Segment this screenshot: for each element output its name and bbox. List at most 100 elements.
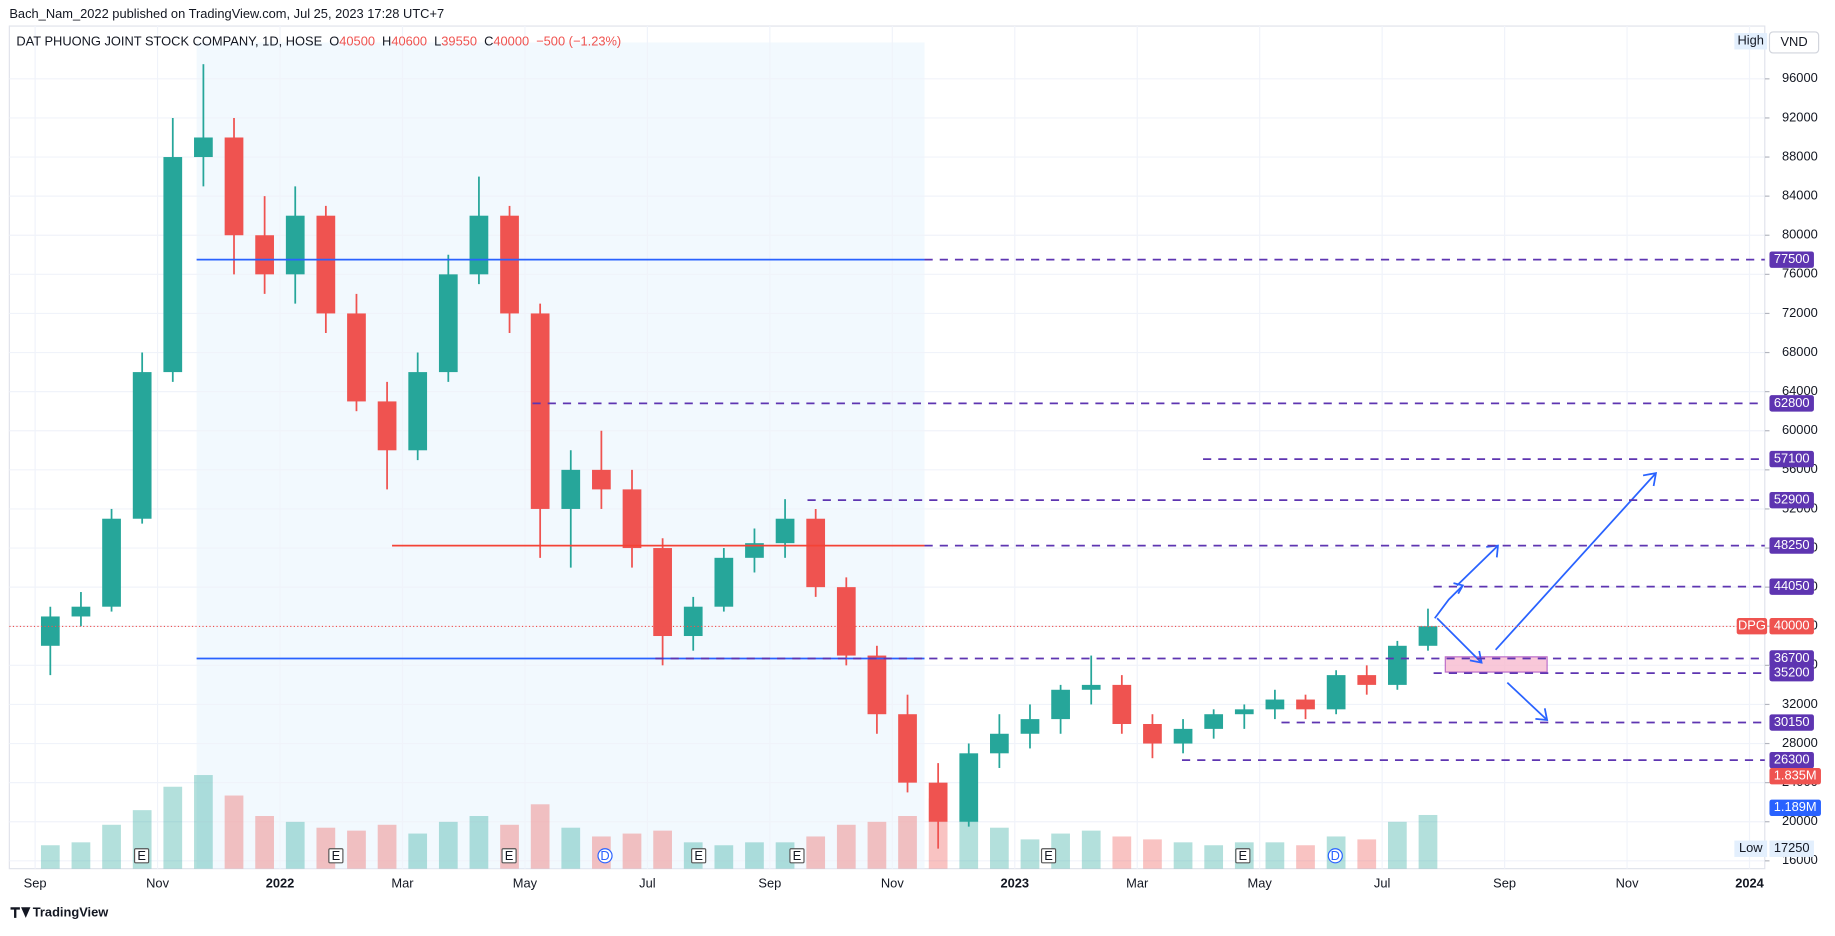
last-price: 40000 xyxy=(1774,618,1810,633)
candle-body xyxy=(71,606,91,617)
candle-body xyxy=(959,753,979,822)
volume-bar xyxy=(622,833,642,869)
y-tick-label: 20000 xyxy=(1782,813,1818,828)
x-tick-label: May xyxy=(513,875,538,890)
volume-bar xyxy=(194,775,213,869)
legend-item: 40000 xyxy=(493,34,529,49)
level-label: 36700 xyxy=(1774,650,1810,665)
candle-body xyxy=(102,518,121,607)
candle-body xyxy=(1020,719,1040,734)
x-tick-label: Jul xyxy=(1374,875,1390,890)
y-tick-label: 96000 xyxy=(1782,70,1818,85)
plot-frame xyxy=(8,25,1766,870)
high-label: High xyxy=(1738,33,1764,48)
volume-bar xyxy=(1143,839,1162,869)
x-tick-label: 2024 xyxy=(1735,875,1764,890)
volume-bar xyxy=(438,821,458,869)
candle-body xyxy=(469,215,489,275)
candle-body xyxy=(1081,684,1101,690)
publisher: Bach_Nam_2022 published on TradingView.c… xyxy=(9,6,444,21)
candle-body xyxy=(561,469,581,509)
currency: VND xyxy=(1780,34,1807,49)
event-label: E xyxy=(694,848,703,863)
low-label: Low xyxy=(1739,840,1763,855)
high-bg xyxy=(1734,33,1768,50)
event-label: E xyxy=(505,848,514,863)
level-badge xyxy=(1769,537,1814,554)
low-value: 17250 xyxy=(1774,840,1810,855)
candle-body xyxy=(745,543,764,558)
candle-body xyxy=(775,518,795,544)
volume-bar xyxy=(1204,845,1224,869)
candle-body xyxy=(1418,626,1438,646)
symbol-badge-bg xyxy=(1736,618,1768,635)
volume-bar xyxy=(1081,830,1101,869)
candle-body xyxy=(1204,714,1224,729)
profile-range xyxy=(196,42,925,869)
candle-body xyxy=(1296,699,1315,710)
level-badge xyxy=(1769,251,1814,268)
y-tick-label: 64000 xyxy=(1782,383,1818,398)
candle-body xyxy=(347,313,366,402)
level-label: 62800 xyxy=(1774,395,1810,410)
x-tick-label: Sep xyxy=(24,875,47,890)
level-label: 30150 xyxy=(1774,714,1810,729)
candle-body xyxy=(285,215,305,275)
volume-bar xyxy=(1357,839,1377,869)
volume-bar xyxy=(530,804,550,869)
last-price-bg xyxy=(1769,618,1814,635)
volume-bar xyxy=(40,845,60,869)
x-tick-label: Nov xyxy=(881,875,904,890)
volume-bar xyxy=(1418,814,1438,869)
footer: TradingView xyxy=(33,905,110,920)
volume-bar xyxy=(561,827,581,869)
volume-last: 1.835M xyxy=(1774,768,1817,783)
y-tick-label: 68000 xyxy=(1782,344,1818,359)
y-tick-label: 80000 xyxy=(1782,227,1818,242)
volume-bar xyxy=(102,824,121,869)
volume-bar xyxy=(1020,839,1040,869)
candle-body xyxy=(438,274,458,373)
y-tick-label: 88000 xyxy=(1782,148,1818,163)
event-label: E xyxy=(793,848,802,863)
volume-bar xyxy=(469,815,489,869)
event-earnings xyxy=(789,848,805,864)
x-tick-label: 2023 xyxy=(1000,875,1029,890)
event-label: E xyxy=(1044,848,1053,863)
candle-body xyxy=(1112,684,1132,724)
candle-body xyxy=(898,714,917,783)
legend-item: H xyxy=(382,34,391,49)
candle-body xyxy=(1265,699,1285,710)
event-earnings xyxy=(1040,848,1057,864)
symbol: DAT PHUONG JOINT STOCK COMPANY, 1D, HOSE… xyxy=(16,34,621,49)
candle-body xyxy=(40,616,60,646)
candle-body xyxy=(867,655,887,715)
volume-bar xyxy=(990,827,1009,869)
volume-bar xyxy=(836,824,856,869)
level-label: 77500 xyxy=(1774,251,1810,266)
candle-body xyxy=(1326,675,1346,710)
level-label: 57100 xyxy=(1774,450,1810,465)
event-label: E xyxy=(332,848,341,863)
y-tick-label: 84000 xyxy=(1782,188,1818,203)
x-tick-label: Mar xyxy=(391,875,414,890)
legend-item: 40600 xyxy=(391,34,427,49)
y-tick-label: 72000 xyxy=(1782,305,1818,320)
volume-bar xyxy=(1173,842,1193,869)
volume-bar xyxy=(285,821,305,869)
candle-body xyxy=(928,782,948,822)
event-earnings xyxy=(1235,848,1251,864)
candle-body xyxy=(377,401,397,451)
candle-body xyxy=(194,137,213,158)
candle-body xyxy=(806,518,826,588)
volume-bar xyxy=(163,786,183,869)
candle-body xyxy=(132,372,152,519)
legend-item: 40500 xyxy=(339,34,375,49)
legend-item: L xyxy=(434,34,441,49)
level-badge xyxy=(1769,578,1814,595)
volume-ma: 1.189M xyxy=(1774,799,1817,814)
x-tick-label: Nov xyxy=(146,875,169,890)
volume-ma-bg xyxy=(1769,799,1821,816)
